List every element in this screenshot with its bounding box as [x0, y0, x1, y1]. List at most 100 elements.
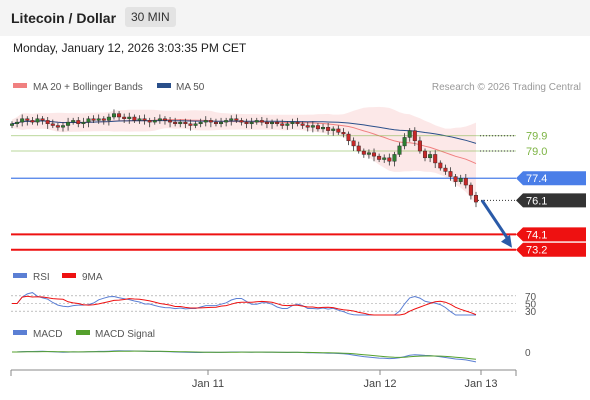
legend-label-rsi: RSI	[33, 272, 50, 283]
candle-body	[132, 116, 137, 121]
candle-body	[224, 120, 229, 123]
candle-body	[382, 157, 387, 160]
candle-body	[147, 120, 152, 123]
candle-body	[458, 178, 463, 182]
timestamp: Monday, January 12, 2026 3:03:35 PM CET	[13, 41, 247, 55]
candle-body	[122, 116, 127, 119]
candle-body	[468, 184, 473, 196]
candle-body	[433, 154, 438, 164]
candle-body	[61, 125, 65, 128]
candle-body	[66, 121, 71, 126]
candle-body	[188, 123, 193, 126]
candle-body	[270, 121, 275, 125]
candle-body	[213, 121, 218, 125]
legend-swatch-bollinger	[13, 83, 27, 88]
macd-level-label-0: 0	[525, 348, 531, 359]
legend-swatch-macd	[13, 330, 27, 335]
candle-body	[290, 121, 295, 125]
candle-body	[71, 120, 76, 123]
candle-body	[157, 118, 162, 121]
x-tick-label: Jan 11	[192, 378, 224, 390]
legend-label-rsi-ma: 9MA	[82, 272, 103, 283]
candle-body	[111, 113, 116, 118]
level-label-76.1: 76.1	[526, 195, 547, 207]
legend-label-ma50: MA 50	[176, 82, 205, 93]
candle-body	[453, 176, 458, 182]
candle-body	[208, 120, 213, 123]
candle-body	[346, 133, 351, 142]
candle-body	[137, 118, 142, 121]
rsi-level-label-50: 50	[525, 300, 537, 311]
candle-body	[285, 123, 290, 126]
candle-body	[10, 123, 14, 126]
rsi-ma-line	[12, 295, 477, 316]
candle-body	[117, 113, 122, 118]
rsi-line	[12, 292, 476, 316]
candle-body	[173, 121, 178, 125]
candle-body	[142, 118, 147, 121]
level-badge-74.1	[516, 227, 586, 242]
candle-body	[168, 120, 173, 123]
candle-body	[331, 128, 336, 131]
candle-body	[35, 118, 40, 123]
candle-body	[372, 152, 377, 157]
candle-body	[198, 121, 203, 125]
candle-body	[81, 121, 86, 125]
candle-body	[91, 118, 96, 121]
candle-body	[249, 121, 254, 125]
candle-body	[280, 123, 285, 126]
candle-body	[30, 120, 35, 123]
candle-body	[310, 125, 315, 128]
candle-body	[183, 121, 188, 125]
candle-body	[264, 121, 269, 125]
candle-body	[428, 154, 433, 159]
level-label-79.0: 79.0	[526, 146, 547, 158]
candle-body	[351, 140, 356, 147]
rsi-level-label-70: 70	[525, 292, 537, 303]
candle-body	[438, 162, 443, 169]
candle-body	[443, 167, 448, 172]
candle-body	[423, 150, 427, 159]
instrument-title: Litecoin / Dollar	[11, 10, 117, 26]
candle-body	[377, 155, 382, 160]
candle-body	[234, 118, 239, 121]
candle-body	[55, 125, 60, 128]
legend-swatch-rsi-ma	[62, 273, 76, 278]
candle-body	[40, 118, 45, 121]
candle-body	[50, 123, 55, 126]
projection-arrow-shaft	[480, 199, 511, 242]
candle-body	[402, 137, 407, 147]
legend-swatch-macd-signal	[76, 330, 90, 335]
candle-body	[321, 127, 326, 130]
candle-body	[412, 130, 417, 142]
timeframe-button[interactable]: 30 MIN	[125, 7, 176, 27]
candle-body	[86, 118, 91, 123]
candle-body	[96, 118, 101, 121]
rsi-level-label-30: 30	[525, 307, 537, 318]
legend-label-bollinger: MA 20 + Bollinger Bands	[33, 82, 143, 93]
candle-body	[106, 116, 111, 121]
level-label-74.1: 74.1	[526, 229, 547, 241]
macd-signal-line	[12, 350, 477, 360]
level-label-79.9: 79.9	[526, 131, 547, 143]
candle-body	[300, 123, 305, 126]
candle-body	[244, 121, 249, 125]
candle-body	[361, 150, 366, 155]
candle-body	[474, 195, 478, 203]
candle-body	[162, 118, 167, 121]
x-tick-label: Jan 13	[464, 378, 497, 390]
candle-body	[15, 121, 20, 125]
candle-body	[326, 127, 331, 131]
candle-body	[341, 132, 346, 135]
legend-label-macd: MACD	[33, 329, 62, 340]
candle-body	[45, 120, 50, 125]
candle-body	[219, 121, 224, 125]
candle-body	[407, 130, 412, 138]
candle-body	[239, 120, 244, 123]
candle-body	[25, 118, 30, 121]
candle-body	[178, 121, 183, 125]
candle-body	[366, 152, 371, 155]
candle-body	[387, 157, 392, 162]
level-label-77.4: 77.4	[526, 173, 547, 185]
candle-body	[336, 128, 341, 133]
